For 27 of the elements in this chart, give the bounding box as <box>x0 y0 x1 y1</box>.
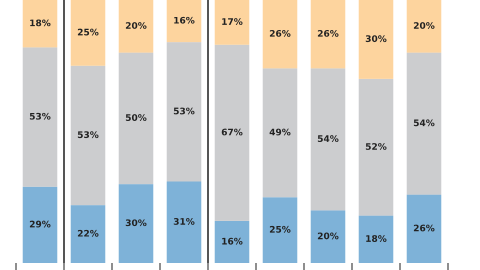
data-label: 22% <box>78 230 99 237</box>
data-label: 53% <box>78 131 99 138</box>
data-label: 26% <box>414 224 435 232</box>
data-label: 50% <box>126 114 147 121</box>
data-label: 26% <box>318 30 339 37</box>
data-label: 54% <box>414 119 435 126</box>
data-label: 49% <box>270 128 291 136</box>
data-label: 20% <box>318 232 339 240</box>
data-label: 18% <box>366 235 387 242</box>
data-label: 26% <box>270 30 291 37</box>
data-label: 18% <box>30 19 51 26</box>
data-label: 20% <box>126 22 147 29</box>
data-label: 16% <box>222 238 243 245</box>
data-label: 30% <box>366 35 387 42</box>
data-label: 25% <box>270 226 291 233</box>
data-label: 53% <box>174 108 195 114</box>
data-label: 52% <box>366 143 387 150</box>
data-label: 17% <box>222 18 243 25</box>
data-label: 16% <box>174 16 195 24</box>
data-label: 30% <box>126 219 147 226</box>
data-label: 67% <box>222 128 243 136</box>
data-label: 25% <box>78 28 99 36</box>
data-label: 31% <box>174 218 195 225</box>
data-label: 53% <box>30 112 51 120</box>
data-label: 54% <box>318 135 339 142</box>
data-label: 29% <box>30 220 51 228</box>
data-label: 20% <box>414 22 435 29</box>
